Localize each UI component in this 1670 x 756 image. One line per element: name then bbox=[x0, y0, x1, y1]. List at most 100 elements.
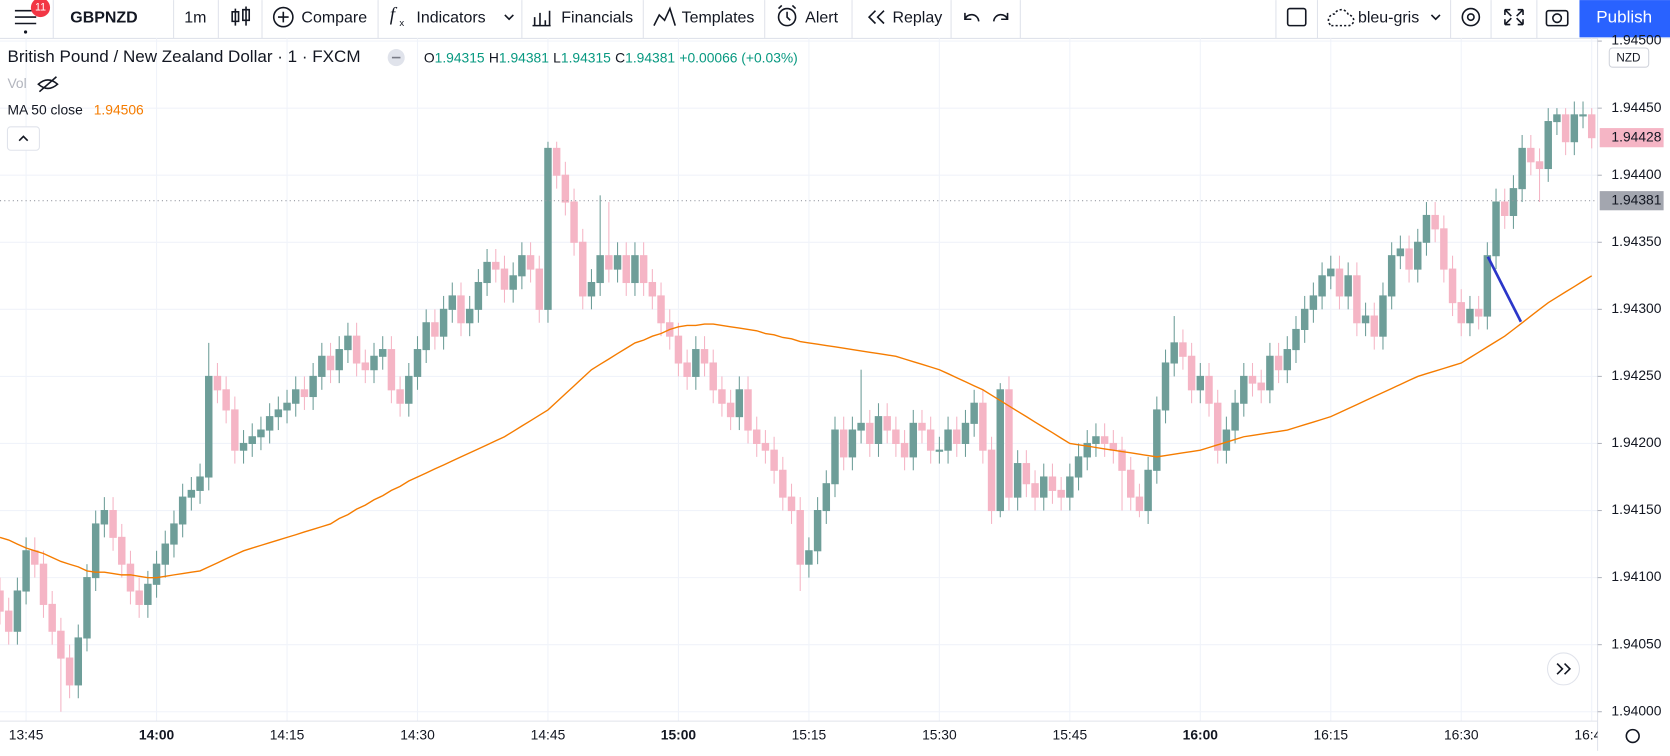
candle-body bbox=[1074, 456, 1083, 478]
x-tick-label: 16:00 bbox=[1183, 727, 1219, 743]
x-tick-label: 16:30 bbox=[1444, 727, 1479, 743]
axis-settings-button[interactable] bbox=[1625, 728, 1640, 744]
y-tick-label: 1.94000 bbox=[1611, 702, 1661, 718]
candle-body bbox=[883, 416, 891, 431]
candle-body bbox=[1318, 275, 1326, 297]
interval-button[interactable]: 1m bbox=[184, 9, 206, 26]
ohlc-letter: O bbox=[424, 49, 435, 65]
collapse-legend-button[interactable] bbox=[6, 126, 40, 151]
y-tick-label: 1.94450 bbox=[1611, 99, 1661, 115]
candle-body bbox=[1205, 375, 1213, 404]
financials-button[interactable]: Financials bbox=[532, 9, 634, 27]
candle-body bbox=[118, 536, 126, 565]
candle-body bbox=[831, 429, 839, 485]
x-tick-label: 14:00 bbox=[139, 727, 175, 743]
x-tick-label: 16:45 bbox=[1574, 727, 1609, 743]
candle-body bbox=[431, 322, 439, 337]
menu-button[interactable]: 11 bbox=[14, 0, 51, 34]
y-tick-label: 1.94500 bbox=[1611, 32, 1661, 48]
candle-body bbox=[631, 255, 639, 284]
indicators-button[interactable]: f x Indicators bbox=[390, 4, 514, 29]
candle-body bbox=[1144, 469, 1152, 512]
redo-button[interactable] bbox=[992, 12, 1009, 22]
y-tick-label: 1.94350 bbox=[1611, 233, 1661, 249]
y-tick-label: 1.94050 bbox=[1611, 635, 1661, 651]
candle-body bbox=[526, 255, 535, 270]
candle-body bbox=[587, 281, 596, 297]
candle-body bbox=[761, 442, 770, 451]
candle-body bbox=[892, 429, 900, 445]
candle-body bbox=[300, 389, 309, 398]
candle-body bbox=[1179, 342, 1187, 357]
candle-body bbox=[1483, 255, 1492, 317]
candle-body bbox=[178, 496, 187, 525]
candle-body bbox=[1231, 402, 1239, 431]
trend-line-drawing[interactable] bbox=[1486, 256, 1523, 323]
candle-body bbox=[439, 308, 448, 337]
snapshot-button[interactable] bbox=[1545, 9, 1569, 27]
publish-button[interactable]: Publish bbox=[1579, 0, 1670, 38]
grid bbox=[0, 38, 1598, 722]
candle-body bbox=[1561, 114, 1570, 143]
candle-body bbox=[1257, 382, 1265, 391]
y-tick-label: 1.94200 bbox=[1611, 434, 1661, 450]
layout-button[interactable] bbox=[1286, 7, 1307, 27]
candle-body bbox=[1300, 308, 1309, 330]
candle-body bbox=[1048, 476, 1057, 491]
candle-body bbox=[1527, 147, 1535, 163]
undo-button[interactable] bbox=[964, 12, 980, 22]
candle-body bbox=[22, 550, 30, 592]
candle-body bbox=[1422, 214, 1431, 243]
candle-body bbox=[1553, 114, 1561, 123]
layout-name: bleu-gris bbox=[1358, 9, 1419, 26]
candle-body bbox=[787, 496, 796, 512]
candle-body bbox=[674, 335, 683, 364]
candle-body bbox=[700, 349, 709, 364]
candle-body bbox=[378, 349, 387, 357]
alert-button[interactable]: Alert bbox=[777, 4, 839, 27]
candle-body bbox=[292, 389, 300, 404]
candle-body bbox=[874, 416, 883, 445]
candle-body bbox=[866, 422, 874, 445]
candle-body bbox=[1544, 121, 1552, 170]
layout-name-button[interactable]: bleu-gris bbox=[1327, 8, 1441, 27]
candle-body bbox=[1196, 375, 1205, 391]
candle-body bbox=[996, 389, 1004, 512]
candle-body bbox=[422, 322, 430, 351]
candle-body bbox=[144, 583, 152, 605]
candle-body bbox=[552, 147, 561, 176]
compare-button[interactable]: Compare bbox=[272, 6, 367, 28]
candle-body bbox=[1466, 308, 1474, 324]
candle-body bbox=[544, 147, 552, 310]
templates-button[interactable]: Templates bbox=[653, 6, 754, 27]
candle-body bbox=[796, 509, 804, 565]
candle-body bbox=[465, 308, 474, 324]
candle-body bbox=[448, 295, 457, 310]
candle-body bbox=[492, 261, 500, 270]
candle-body bbox=[848, 429, 857, 458]
symbol-search[interactable]: GBPNZD bbox=[70, 9, 137, 26]
volume-visibility[interactable] bbox=[37, 76, 59, 93]
candle-body bbox=[613, 255, 622, 270]
ma-value: 1.94506 bbox=[94, 101, 144, 117]
candle-body bbox=[1013, 463, 1022, 498]
candle-body bbox=[361, 362, 370, 371]
replay-button[interactable]: Replay bbox=[867, 9, 942, 26]
scroll-to-realtime-button[interactable] bbox=[1546, 652, 1581, 686]
ohlc-letter: C bbox=[615, 49, 625, 65]
currency-badge[interactable]: NZD bbox=[1608, 47, 1650, 68]
candle-body bbox=[1587, 114, 1596, 139]
fullscreen-button[interactable] bbox=[1504, 8, 1524, 26]
candle-body bbox=[1353, 275, 1361, 324]
candle-body bbox=[126, 563, 135, 592]
chart-style-button[interactable] bbox=[231, 6, 251, 26]
candle-body bbox=[1127, 469, 1135, 498]
candle-body bbox=[326, 355, 335, 371]
candle-body bbox=[239, 442, 248, 451]
candle-body bbox=[900, 442, 909, 458]
candle-body bbox=[918, 422, 926, 431]
settings-button[interactable] bbox=[1461, 7, 1481, 27]
candle-body bbox=[318, 355, 326, 377]
